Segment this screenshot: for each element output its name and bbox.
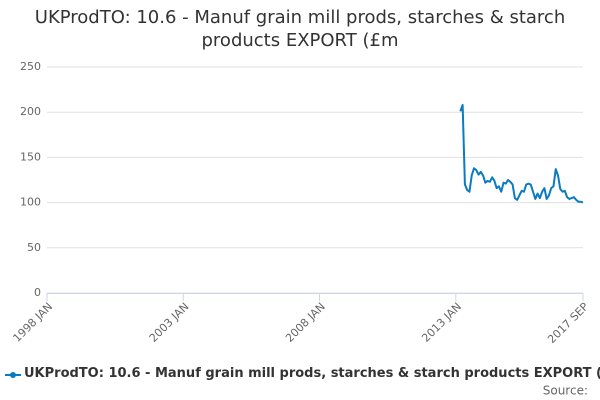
y-tick-label: 100 [20, 196, 41, 209]
y-tick-label: 50 [27, 241, 41, 254]
chart-title: UKProdTO: 10.6 - Manuf grain mill prods,… [34, 7, 566, 51]
y-tick-label: 150 [20, 150, 41, 163]
legend-marker [10, 372, 16, 378]
y-tick-label: 0 [34, 286, 41, 299]
x-tick-label: 2003 JAN [147, 300, 192, 345]
y-tick-label: 200 [20, 105, 41, 118]
x-tick-label: 2008 JAN [283, 300, 328, 345]
x-tick-label: 2017 SEP [545, 300, 591, 346]
source: Source: [543, 384, 588, 398]
x-tick-label: 1998 JAN [10, 300, 55, 345]
series-line [459, 103, 584, 204]
legend-label: UKProdTO: 10.6 - Manuf grain mill prods,… [24, 366, 600, 381]
y-tick-label: 250 [20, 60, 41, 73]
x-tick-label: 2013 JAN [419, 300, 464, 345]
